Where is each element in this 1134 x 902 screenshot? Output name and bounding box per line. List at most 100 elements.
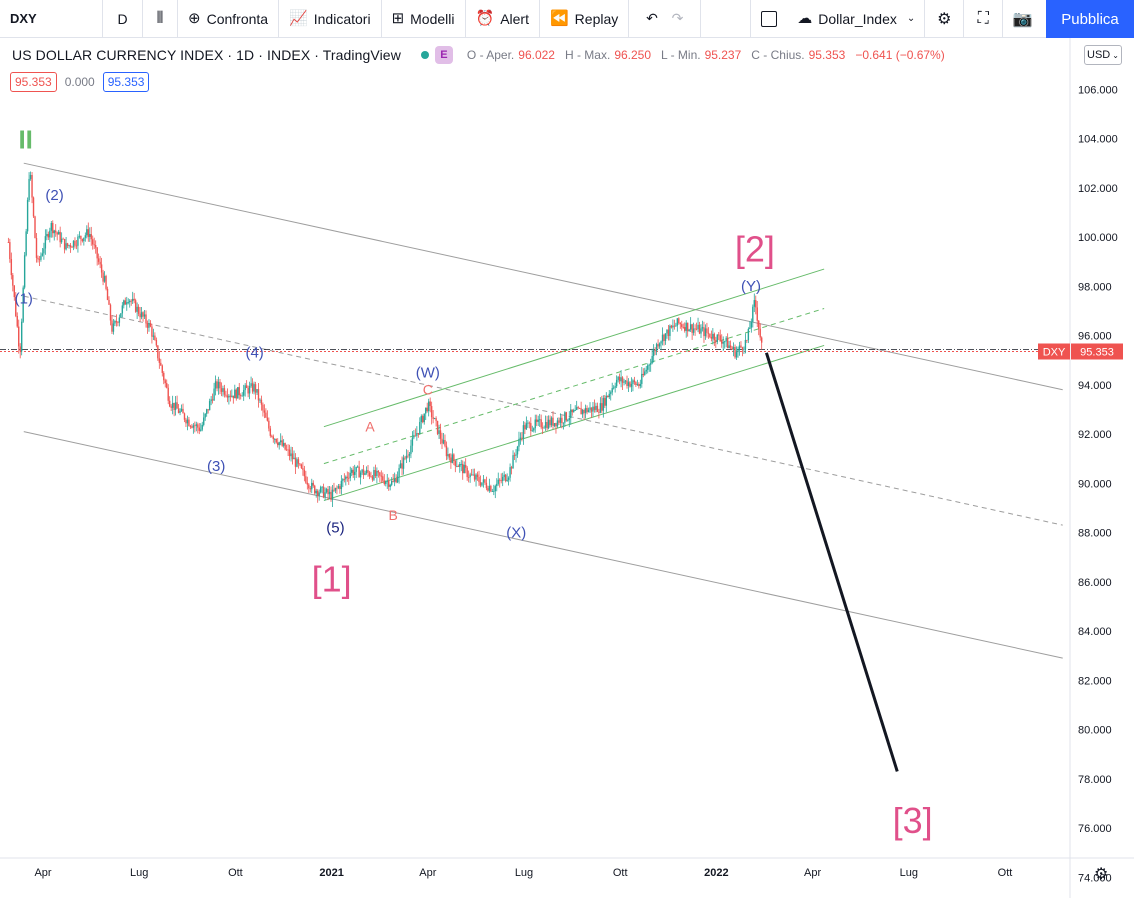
candle-body [152, 335, 155, 337]
candle-body [753, 300, 755, 307]
candle-body [735, 352, 738, 358]
candle-body [598, 412, 600, 413]
candle-body [549, 419, 551, 426]
candle-body [518, 438, 520, 447]
candle-body [698, 324, 701, 334]
candle-body [112, 323, 115, 332]
candle-body [49, 230, 51, 238]
interval-button[interactable]: D [103, 0, 143, 38]
price-chart[interactable]: II (2) (1) (4) (3) (5) [1] A B C(W) (X) (Y) [2] [3] 1… [0, 38, 1134, 902]
candle-body [180, 408, 183, 411]
buy-chip[interactable]: 95.353 [102, 72, 150, 92]
sell-chip[interactable]: 95.353 [10, 72, 57, 92]
candle-body [247, 387, 249, 394]
candle-body [186, 419, 189, 424]
candle-body [530, 423, 532, 431]
redo-icon[interactable]: ↷ [671, 10, 684, 26]
candle-body [214, 381, 217, 389]
symbol-tag-text: DXY [1043, 346, 1066, 358]
candle-body [402, 457, 405, 469]
candle-body [624, 380, 627, 382]
candle-body [124, 300, 126, 305]
candle-body [148, 323, 150, 328]
price-axis[interactable]: 106.000 104.000 102.000 100.000 98.000 96.000… [1038, 84, 1123, 884]
candle-body [756, 307, 758, 321]
candle-body [97, 258, 100, 262]
candle-body [706, 328, 708, 333]
candle-body [155, 340, 158, 346]
candle-body [53, 230, 55, 234]
candle-body [197, 424, 199, 428]
currency-select[interactable]: USD ⌄ [1084, 45, 1122, 65]
candle-body [108, 300, 110, 305]
candle-body [709, 333, 711, 337]
candle-body [599, 403, 602, 413]
candle-body [16, 315, 18, 327]
indicators-button[interactable]: 📈 Indicatori [279, 0, 382, 38]
templates-button[interactable]: ⊞ Modelli [382, 0, 466, 38]
candle-body [275, 438, 277, 443]
compare-button[interactable]: ⊕ Confronta [178, 0, 280, 38]
candle-body [300, 464, 303, 469]
candle-body [439, 430, 442, 439]
candle-body [151, 326, 153, 337]
candle-body [69, 245, 72, 248]
candle-body [673, 325, 676, 327]
candle-body [89, 234, 91, 237]
candle-body [419, 421, 421, 434]
candle-body [450, 457, 452, 463]
snapshot-button[interactable]: 📷 [1003, 0, 1042, 38]
series-title[interactable]: US DOLLAR CURRENCY INDEX · 1D · INDEX · … [12, 47, 401, 63]
candle-body [383, 480, 385, 484]
candle-body [636, 384, 639, 385]
candle-body [385, 481, 387, 484]
candle-body [614, 386, 616, 388]
fullscreen-toggle-button[interactable] [751, 0, 787, 38]
candle-body [228, 395, 230, 398]
candle-body [210, 399, 212, 402]
candle-body [712, 333, 714, 339]
candle-body [265, 412, 267, 418]
undo-icon[interactable]: ↶ [646, 10, 658, 26]
replay-button[interactable]: ⏪ Replay [540, 0, 630, 38]
plus-circle-icon: ⊕ [188, 10, 201, 27]
candle-body [356, 466, 359, 468]
layout-select[interactable]: ☁ Dollar_Index ⌄ [787, 0, 926, 38]
candle-body [414, 435, 417, 437]
candle-body [512, 455, 514, 469]
symbol-search-button[interactable]: DXY [0, 0, 103, 38]
candle-body [436, 420, 439, 434]
time-tick-label: Ott [228, 867, 243, 879]
candle-body [302, 468, 304, 470]
fullscreen-button[interactable]: ⛶ [964, 0, 1004, 38]
events-badge[interactable]: E [434, 46, 453, 64]
candle-body [593, 406, 596, 410]
candle-body [496, 483, 498, 487]
settings-button[interactable]: ⚙ [925, 0, 965, 38]
axis-settings-icon[interactable]: ⚙ [1094, 866, 1109, 883]
time-tick-label: Lug [515, 867, 533, 879]
candle-body [577, 407, 579, 409]
candle-body [111, 320, 113, 332]
time-axis[interactable]: Apr Lug Ott 2021 Apr Lug Ott 2022 Apr Lug Ott [34, 867, 1012, 879]
candle-body [574, 410, 576, 411]
candle-body [312, 482, 314, 486]
candle-body [7, 241, 10, 243]
candle-body [348, 477, 350, 479]
candle-body [491, 491, 494, 492]
alert-button[interactable]: ⏰ Alert [466, 0, 540, 38]
candle-body [219, 381, 221, 389]
publish-button[interactable]: Pubblica [1046, 0, 1134, 38]
candle-body [649, 363, 652, 365]
candle-style-button[interactable]: ⫴ [143, 0, 178, 38]
candle-body [404, 457, 406, 459]
time-tick-label: Apr [419, 867, 436, 879]
candle-body [368, 472, 371, 477]
grid [0, 38, 1134, 898]
price-tick-label: 76.000 [1078, 823, 1112, 835]
time-tick-label: 2022 [704, 867, 728, 879]
candle-body [217, 381, 220, 389]
candle-body [248, 386, 251, 394]
candle-body [207, 409, 209, 411]
candle-body [23, 255, 26, 288]
